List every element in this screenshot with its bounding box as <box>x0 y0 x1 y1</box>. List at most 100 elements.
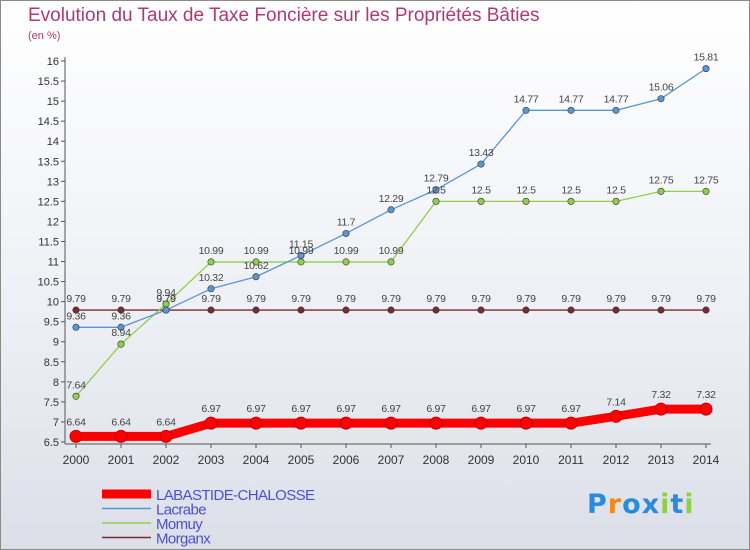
data-point <box>702 187 710 195</box>
x-tick-label: 2008 <box>423 453 450 467</box>
data-point <box>72 392 80 400</box>
data-label: 6.64 <box>66 416 86 428</box>
data-label: 14.77 <box>559 93 584 105</box>
data-point <box>477 160 485 168</box>
data-label: 6.97 <box>426 403 446 415</box>
data-label: 6.97 <box>561 403 581 415</box>
data-label: 12.79 <box>424 173 449 185</box>
data-label: 10.99 <box>334 245 359 257</box>
data-point <box>207 306 215 314</box>
data-label: 12.5 <box>471 184 491 196</box>
x-tick-label: 2003 <box>198 453 225 467</box>
data-point <box>72 323 80 331</box>
data-point <box>387 258 395 266</box>
data-label: 12.5 <box>426 184 446 196</box>
y-tick-label: 6.5 <box>44 437 59 449</box>
logo-letter: r <box>607 489 623 520</box>
data-label: 9.79 <box>606 293 626 305</box>
axes: 6.5 7 7.5 8 8.5 9 9.5 10 10.5 11 11.5 12 12.5 13 13.5 1… <box>38 56 720 467</box>
data-label: 9.79 <box>561 293 581 305</box>
data-label: 14.77 <box>514 93 539 105</box>
data-point <box>249 416 263 430</box>
data-label: 8.94 <box>111 327 131 339</box>
x-tick-label: 2004 <box>243 453 270 467</box>
logo-letter: i <box>660 489 671 520</box>
data-point <box>657 95 665 103</box>
data-point <box>297 306 305 314</box>
data-label: 7.32 <box>696 389 716 401</box>
data-label: 7.14 <box>606 396 626 408</box>
legend-label: Morganx <box>156 531 211 548</box>
data-point <box>522 197 530 205</box>
data-point <box>297 252 305 260</box>
data-label: 11.7 <box>337 216 356 228</box>
data-label: 13.43 <box>469 147 494 159</box>
data-label: 12.29 <box>379 193 404 205</box>
logo-letter: t <box>670 489 685 520</box>
y-tick-label: 11.5 <box>38 236 59 248</box>
y-tick-label: 16 <box>47 56 59 68</box>
data-point <box>294 416 308 430</box>
data-point <box>117 340 125 348</box>
chart-title: Evolution du Taux de Taxe Foncière sur l… <box>28 5 540 26</box>
data-point <box>477 306 485 314</box>
y-tick-label: 12 <box>47 216 59 228</box>
x-tick-label: 2009 <box>468 453 495 467</box>
data-point <box>252 258 260 266</box>
legend-label: Momuy <box>156 516 203 533</box>
data-label: 9.79 <box>291 293 311 305</box>
x-tick-label: 2005 <box>288 453 315 467</box>
data-label: 9.79 <box>156 293 176 305</box>
data-label: 9.79 <box>66 293 86 305</box>
data-label: 9.79 <box>336 293 356 305</box>
data-point <box>342 258 350 266</box>
x-tick-label: 2006 <box>333 453 360 467</box>
data-point <box>474 416 488 430</box>
data-label: 6.64 <box>111 416 131 428</box>
data-point <box>702 65 710 73</box>
data-label: 9.79 <box>696 293 716 305</box>
data-label: 12.5 <box>606 184 626 196</box>
y-tick-label: 7.5 <box>44 397 59 409</box>
data-label: 9.36 <box>111 310 131 322</box>
data-point <box>564 416 578 430</box>
data-label: 9.79 <box>471 293 491 305</box>
data-point <box>522 306 530 314</box>
data-point <box>387 206 395 214</box>
data-label: 12.75 <box>649 174 674 186</box>
series-layer <box>69 65 713 443</box>
data-label: 6.97 <box>201 403 221 415</box>
logo-letter: o <box>622 489 642 520</box>
y-tick-label: 9.5 <box>44 317 59 329</box>
x-tick-label: 2000 <box>63 453 90 467</box>
data-label: 7.64 <box>66 379 86 391</box>
data-point <box>432 306 440 314</box>
logo-letter: x <box>641 489 661 520</box>
data-point <box>432 186 440 194</box>
data-label: 9.79 <box>381 293 401 305</box>
y-tick-label: 12.5 <box>38 196 59 208</box>
data-point <box>159 429 173 443</box>
data-label: 6.64 <box>156 416 176 428</box>
y-tick-label: 11 <box>48 257 59 269</box>
data-point <box>567 106 575 114</box>
data-label: 7.32 <box>651 389 671 401</box>
y-tick-label: 14 <box>47 136 59 148</box>
data-label: 10.32 <box>199 272 224 284</box>
data-label: 9.94 <box>156 287 176 299</box>
data-label: 6.97 <box>471 403 491 415</box>
data-label: 10.99 <box>289 245 314 257</box>
logo-letter: i <box>684 489 695 520</box>
data-label: 9.79 <box>111 293 131 305</box>
data-label: 6.97 <box>246 403 266 415</box>
data-label: 9.79 <box>246 293 266 305</box>
x-tick-label: 2014 <box>693 453 720 467</box>
data-label: 15.06 <box>649 82 674 94</box>
data-point <box>252 306 260 314</box>
data-point <box>252 273 260 281</box>
y-tick-label: 7 <box>53 417 59 429</box>
y-tick-label: 8 <box>53 377 59 389</box>
